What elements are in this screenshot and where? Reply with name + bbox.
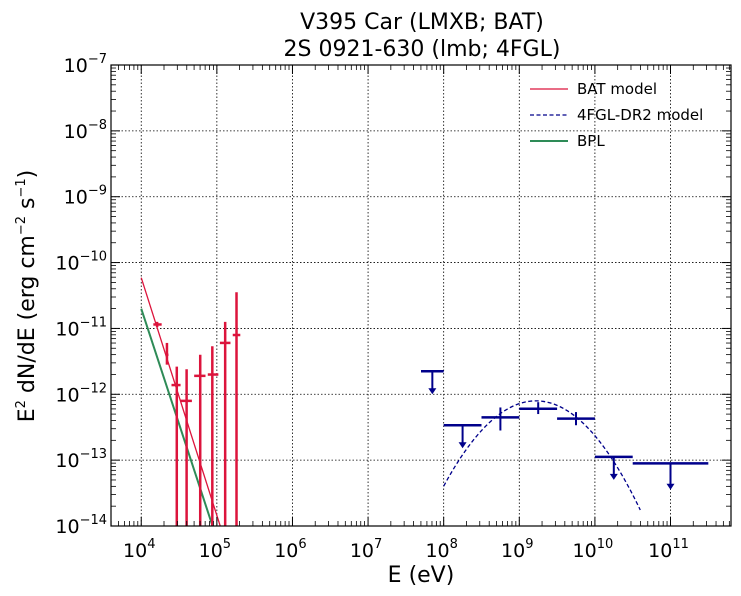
y-tick-base: 10 — [64, 55, 88, 77]
fgl-upper-limit-arrow — [428, 388, 437, 395]
y-tick-label: 10−7 — [64, 52, 107, 77]
x-tick-exp: 9 — [525, 537, 533, 552]
fgl-upper-limit-arrow — [666, 483, 675, 490]
y-tick-exp: −12 — [80, 381, 107, 396]
y-tick-label: 10−8 — [64, 118, 107, 143]
y-tick-exp: −11 — [80, 315, 107, 330]
bat-model-line — [140, 277, 221, 526]
y-tick-base: 10 — [55, 450, 79, 472]
x-tick-exp: 4 — [147, 537, 155, 552]
x-tick-base: 10 — [501, 540, 525, 562]
plot-frame — [110, 64, 732, 527]
fgl-upper-limit-arrow — [458, 442, 467, 449]
plot-area — [140, 277, 709, 526]
legend: BAT model 4FGL-DR2 model BPL — [530, 80, 703, 150]
x-tick-label: 1011 — [648, 537, 689, 562]
x-axis-label: E (eV) — [388, 563, 455, 588]
legend-label: BPL — [577, 132, 605, 150]
fgl-upper-limit-arrow — [609, 473, 618, 480]
legend-label: 4FGL-DR2 model — [577, 106, 703, 124]
fgl-model-curve — [443, 400, 641, 511]
y-tick-exp: −9 — [88, 184, 107, 199]
x-tick-label: 105 — [199, 537, 231, 562]
y-tick-label: 10−10 — [55, 250, 107, 275]
x-tick-exp: 8 — [450, 537, 458, 552]
x-tick-base: 10 — [274, 540, 298, 562]
y-tick-exp: −13 — [80, 447, 107, 462]
y-axis-label: E2 dN/dE (erg cm−2 s−1) — [14, 170, 40, 423]
x-tick-base: 10 — [648, 540, 672, 562]
x-tick-labels: 104 105 106 107 108 109 1010 1011 — [123, 537, 689, 562]
axis-ticks — [110, 64, 731, 527]
y-tick-base: 10 — [55, 253, 79, 275]
y-tick-exp: −10 — [80, 250, 107, 265]
y-tick-label: 10−11 — [55, 315, 107, 340]
x-tick-label: 109 — [501, 537, 533, 562]
grid — [111, 64, 731, 527]
x-tick-exp: 10 — [597, 537, 614, 552]
chart-title-line-1: V395 Car (LMXB; BAT) — [300, 10, 544, 35]
y-tick-base: 10 — [64, 121, 88, 143]
x-tick-label: 104 — [123, 537, 155, 562]
bpl-line — [140, 308, 214, 526]
x-tick-exp: 5 — [223, 537, 231, 552]
x-tick-exp: 6 — [298, 537, 306, 552]
y-tick-exp: −14 — [80, 513, 107, 528]
x-tick-base: 10 — [199, 540, 223, 562]
x-tick-label: 108 — [425, 537, 457, 562]
x-tick-base: 10 — [425, 540, 449, 562]
y-tick-exp: −8 — [88, 118, 107, 133]
chart-title-line-2: 2S 0921-630 (lmb; 4FGL) — [284, 37, 561, 62]
y-tick-base: 10 — [55, 318, 79, 340]
x-tick-label: 107 — [350, 537, 382, 562]
x-tick-exp: 11 — [672, 537, 689, 552]
y-tick-label: 10−14 — [55, 513, 107, 538]
x-tick-exp: 7 — [374, 537, 382, 552]
y-tick-base: 10 — [64, 187, 88, 209]
y-tick-base: 10 — [55, 384, 79, 406]
legend-label: BAT model — [577, 80, 657, 98]
x-tick-label: 106 — [274, 537, 306, 562]
y-tick-label: 10−13 — [55, 447, 107, 472]
x-tick-base: 10 — [123, 540, 147, 562]
x-tick-base: 10 — [350, 540, 374, 562]
y-tick-base: 10 — [55, 516, 79, 538]
y-tick-exp: −7 — [88, 52, 107, 67]
y-tick-label: 10−12 — [55, 381, 107, 406]
x-tick-label: 1010 — [573, 537, 614, 562]
y-tick-label: 10−9 — [64, 184, 107, 209]
x-tick-base: 10 — [573, 540, 597, 562]
